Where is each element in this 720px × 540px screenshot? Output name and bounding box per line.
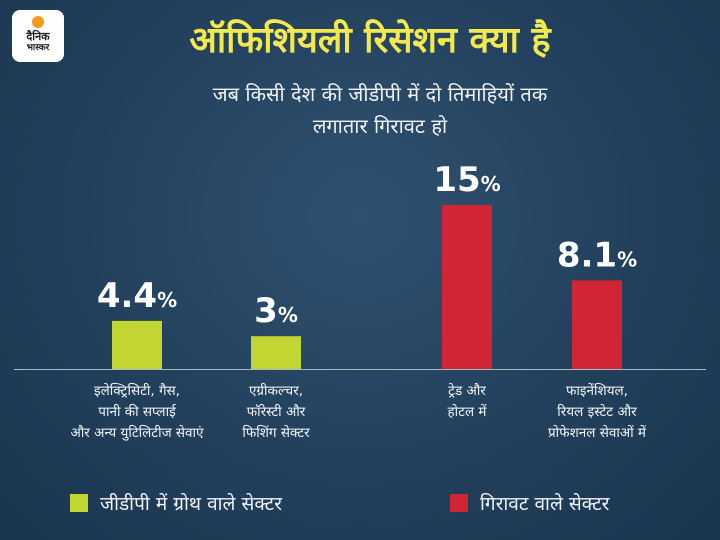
legend-decline-swatch xyxy=(450,494,468,512)
value-label-3: 15% xyxy=(433,160,500,200)
bar-1 xyxy=(112,320,162,369)
brand-logo-line1: दैनिक xyxy=(26,30,50,43)
page-title: ऑफिशियली रिसेशन क्या है xyxy=(189,20,551,61)
brand-logo: दैनिक भास्कर xyxy=(12,10,64,62)
value-label-2: 3% xyxy=(254,291,298,331)
legend-decline-label: गिरावट वाले सेक्टर xyxy=(480,493,610,515)
category-label-4-line-3: प्रोफेशनल सेवाओं में xyxy=(548,424,647,441)
subtitle-line-1: जब किसी देश की जीडीपी में दो तिमाहियों त… xyxy=(212,82,548,106)
brand-logo-line2: भास्कर xyxy=(26,43,50,53)
category-label-1-line-2: पानी की सप्लाई xyxy=(98,403,176,420)
legend-growth: जीडीपी में ग्रोथ वाले सेक्टर xyxy=(70,488,282,518)
value-label-1: 4.4% xyxy=(97,276,177,316)
category-label-4-line-2: रियल इस्टेट और xyxy=(557,403,637,420)
subtitle: जब किसी देश की जीडीपी में दो तिमाहियों त… xyxy=(100,78,660,142)
subtitle-line-2: लगातार गिरावट हो xyxy=(312,114,448,138)
value-label-4: 8.1% xyxy=(557,235,637,275)
bar-4 xyxy=(572,280,622,369)
category-label-3-line-1: ट्रेड और xyxy=(448,382,486,399)
category-label-2-line-2: फॉरेस्टी और xyxy=(247,403,306,420)
category-label-4-line-1: फाइनेंशियल, xyxy=(566,382,628,399)
legend-growth-label: जीडीपी में ग्रोथ वाले सेक्टर xyxy=(100,493,283,515)
sun-icon xyxy=(32,16,44,28)
category-label-2-line-1: एग्रीकल्चर, xyxy=(249,382,303,399)
category-label-2-line-3: फिशिंग सेक्टर xyxy=(242,424,310,441)
legend-decline: गिरावट वाले सेक्टर xyxy=(450,488,609,518)
bar-3 xyxy=(442,205,492,369)
category-label-3-line-2: होटल में xyxy=(448,403,488,420)
bar-2 xyxy=(251,336,301,369)
legend-growth-swatch xyxy=(70,494,88,512)
category-label-1-line-1: इलेक्ट्रिसिटी, गैस, xyxy=(94,382,180,399)
category-label-1-line-3: और अन्य युटिलिटीज सेवाएं xyxy=(70,424,204,441)
